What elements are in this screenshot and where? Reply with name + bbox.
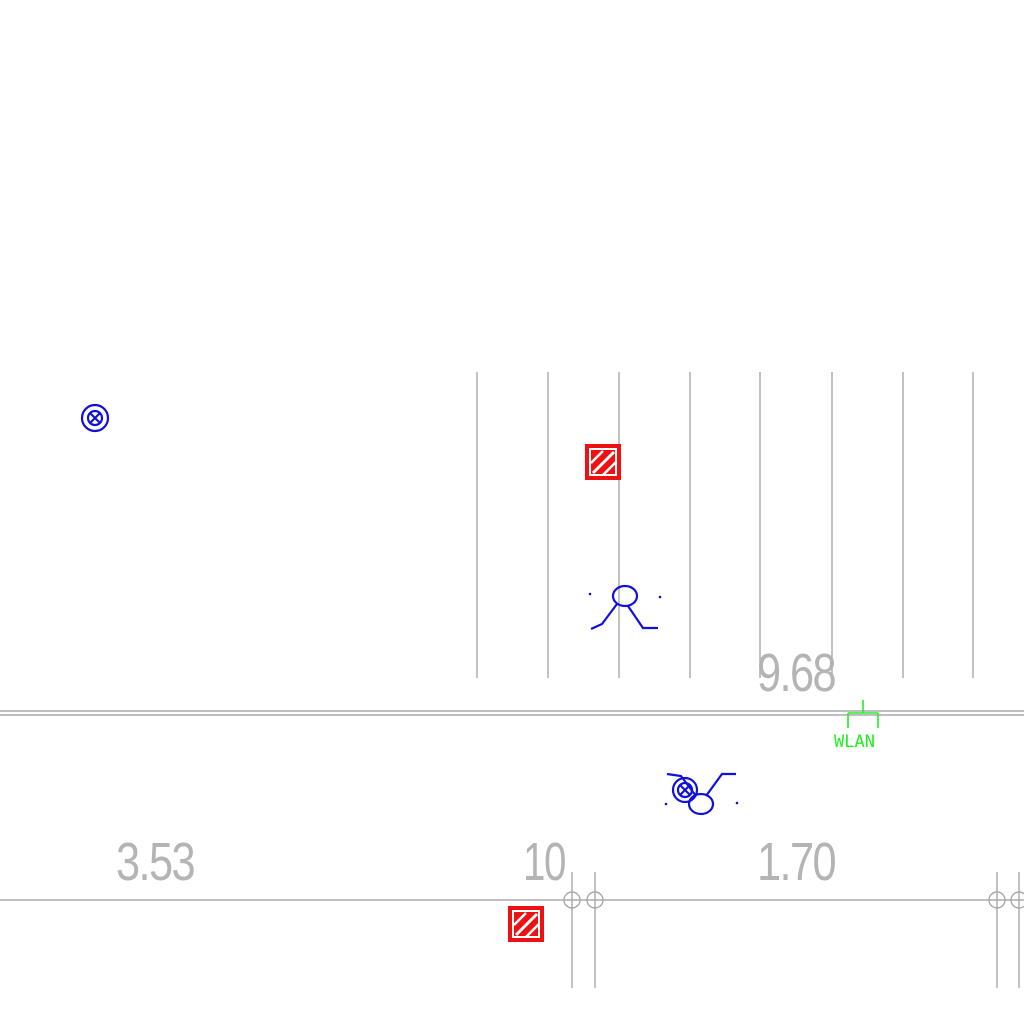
desk-chair-icon: [588, 584, 662, 631]
fire-alarm-icon: [508, 906, 544, 942]
junction-box-icon: [80, 403, 110, 433]
wlan-label: WLAN: [834, 732, 875, 752]
dimension-label-bottom-mid: 10: [523, 832, 565, 892]
dimension-line-lower: [0, 872, 1024, 988]
dimension-label-bottom-left: 3.53: [116, 832, 194, 892]
dimension-label-top-right: 9.68: [757, 643, 835, 703]
dimension-label-bottom-right: 1.70: [757, 832, 835, 892]
wlan-access-point-icon: WLAN: [834, 700, 879, 752]
vertical-grid-lines: [476, 372, 974, 678]
fire-alarm-icon: [585, 444, 621, 480]
wall-line: [0, 710, 1024, 716]
chair-with-junction-icon: [664, 772, 739, 816]
